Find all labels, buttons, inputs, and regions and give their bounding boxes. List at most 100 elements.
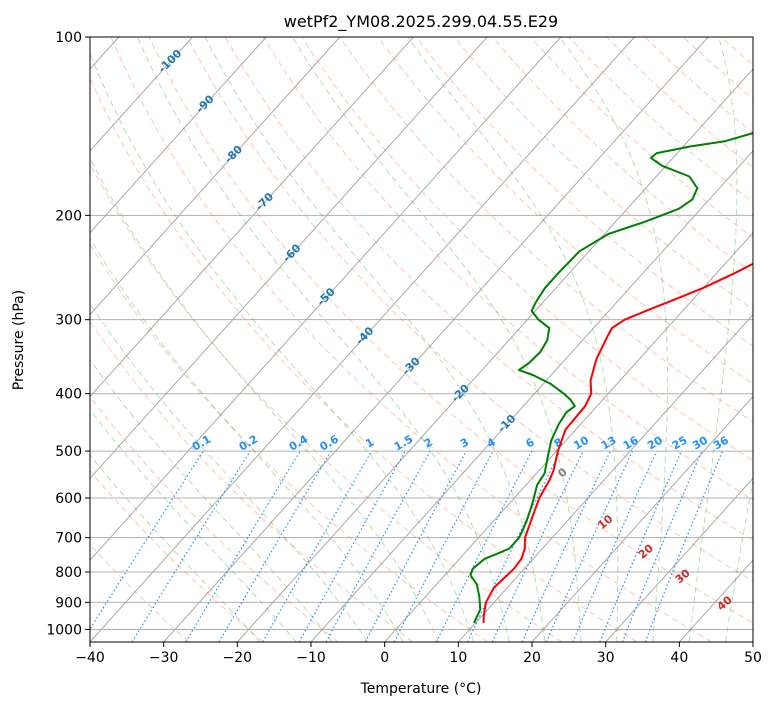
isotherm-labels: -100-90-80-70-60-50-40-30-20-10 <box>156 47 519 436</box>
isotherm-line <box>90 37 488 480</box>
isotherm-line <box>90 37 414 398</box>
moist-adiabat-label: 30 <box>673 566 693 586</box>
dry-adiabat-line <box>377 37 753 385</box>
chart-title: wetPf2_YM08.2025.299.04.55.E29 <box>284 12 558 32</box>
mixing-ratio-line <box>90 450 204 631</box>
dry-adiabat-line <box>415 37 753 348</box>
x-tick-label: −10 <box>296 650 326 666</box>
dry-adiabat-line <box>90 77 638 642</box>
moist-adiabat-label: 20 <box>636 541 656 561</box>
mixing-ratio-line <box>131 450 251 642</box>
dry-adiabat-line <box>263 37 753 501</box>
dry-adiabat-line <box>682 37 753 100</box>
isotherm-line <box>90 37 267 234</box>
mixing-ratio-line <box>325 450 431 642</box>
mixing-ratio-label: 4 <box>485 435 498 450</box>
mixing-ratio-label: 6 <box>523 435 536 450</box>
x-tick-label: −20 <box>223 650 253 666</box>
y-tick-label: 600 <box>55 491 82 507</box>
isotherm-line <box>310 150 753 642</box>
isotherm-line <box>457 313 753 642</box>
y-tick-label: 1000 <box>46 622 82 638</box>
isotherm-line <box>90 37 193 152</box>
mixing-ratio-label: 16 <box>621 433 641 452</box>
plot-area: -100-90-80-70-60-50-40-30-20-10 0.1 0.2 0.… <box>90 37 753 642</box>
mixing-ratio-line <box>364 450 467 642</box>
x-tick-label: 50 <box>744 650 762 666</box>
y-axis-ticks: 100 200 300 400 500 600 700 800 900 1000 <box>46 30 90 638</box>
mixing-ratio-line <box>599 450 682 642</box>
moist-adiabat-line <box>90 358 333 642</box>
mixing-ratio-labels: 0.1 0.2 0.4 0.6 1 1.5 2 3 4 6 8 10 13 16 20 25 30 36 <box>190 432 731 453</box>
x-tick-label: −40 <box>75 650 105 666</box>
moist-adiabat-line <box>90 237 404 642</box>
dry-adiabats <box>90 37 753 642</box>
skewed-isotherms <box>90 37 753 642</box>
isotherm-line <box>90 37 341 316</box>
dry-adiabat-line <box>148 37 753 624</box>
y-tick-label: 900 <box>55 595 82 611</box>
dry-adiabat-line <box>110 37 712 642</box>
moist-adiabat-line <box>90 157 439 642</box>
x-axis-ticks: −40 −30 −20 −10 0 10 20 30 40 50 <box>75 642 762 666</box>
dry-adiabat-line <box>90 162 563 642</box>
isotherm-line <box>605 477 753 642</box>
x-tick-label: 0 <box>380 650 389 666</box>
moist-adiabat-line <box>90 408 297 642</box>
isotherm-line <box>531 395 753 642</box>
mixing-ratio-label: 10 <box>571 433 591 452</box>
moist-adiabat-line <box>559 37 668 642</box>
dry-adiabat-line <box>224 37 753 541</box>
moist-adiabat-line <box>136 37 510 642</box>
isotherm-line <box>90 37 562 561</box>
dry-adiabat-line <box>90 470 264 642</box>
mixing-ratio-line <box>621 450 703 642</box>
moist-adiabats <box>90 37 753 642</box>
isotherm-line <box>752 641 753 642</box>
dry-adiabat-line <box>186 37 753 582</box>
y-tick-label: 700 <box>55 531 82 547</box>
y-tick-label: 400 <box>55 387 82 403</box>
x-tick-label: 30 <box>597 650 615 666</box>
y-tick-label: 200 <box>55 208 82 224</box>
mixing-ratio-line <box>466 450 561 642</box>
mixing-ratio-line <box>185 450 301 642</box>
moist-adiabat-line <box>291 37 582 642</box>
horizontal-grid <box>90 37 753 630</box>
isotherm-line <box>163 37 709 642</box>
dry-adiabat-line <box>339 37 753 423</box>
y-tick-label: 100 <box>55 30 82 46</box>
mixing-ratio-label: 25 <box>670 434 690 453</box>
moist-adiabat-line <box>725 477 753 642</box>
mixing-ratio-label: 20 <box>645 433 665 452</box>
isotherm-line <box>236 68 753 642</box>
x-tick-label: −30 <box>149 650 179 666</box>
moist-adiabat-line <box>90 454 261 642</box>
moist-adiabat-line <box>407 37 619 642</box>
mixing-ratio-line <box>545 450 634 642</box>
dry-adiabat-line <box>720 37 753 66</box>
isotherm-line <box>384 231 753 642</box>
dewpoint-profile-line <box>469 132 753 624</box>
mixing-ratio-label: 0.6 <box>318 432 342 453</box>
x-tick-label: 20 <box>523 650 541 666</box>
mixing-ratio-line <box>218 450 332 642</box>
y-axis-label: Pressure (hPa) <box>11 290 27 390</box>
dry-adiabat-line <box>90 396 339 642</box>
mixing-ratio-label: 30 <box>690 433 710 452</box>
mixing-ratio-line <box>644 450 724 642</box>
temperature-profile-line <box>482 262 753 623</box>
mixing-ratio-label: 3 <box>458 436 471 451</box>
mixing-ratio-label: 2 <box>422 436 435 451</box>
mixing-ratio-line <box>491 450 584 642</box>
dry-adiabat-line <box>491 37 753 274</box>
y-tick-label: 800 <box>55 565 82 581</box>
dry-adiabat-line <box>606 37 753 169</box>
dry-adiabat-line <box>90 543 190 642</box>
x-axis-label: Temperature (°C) <box>360 681 482 697</box>
dry-adiabat-line <box>90 243 488 642</box>
moist-adiabat-line <box>90 302 369 642</box>
plot-frame <box>89 36 754 643</box>
